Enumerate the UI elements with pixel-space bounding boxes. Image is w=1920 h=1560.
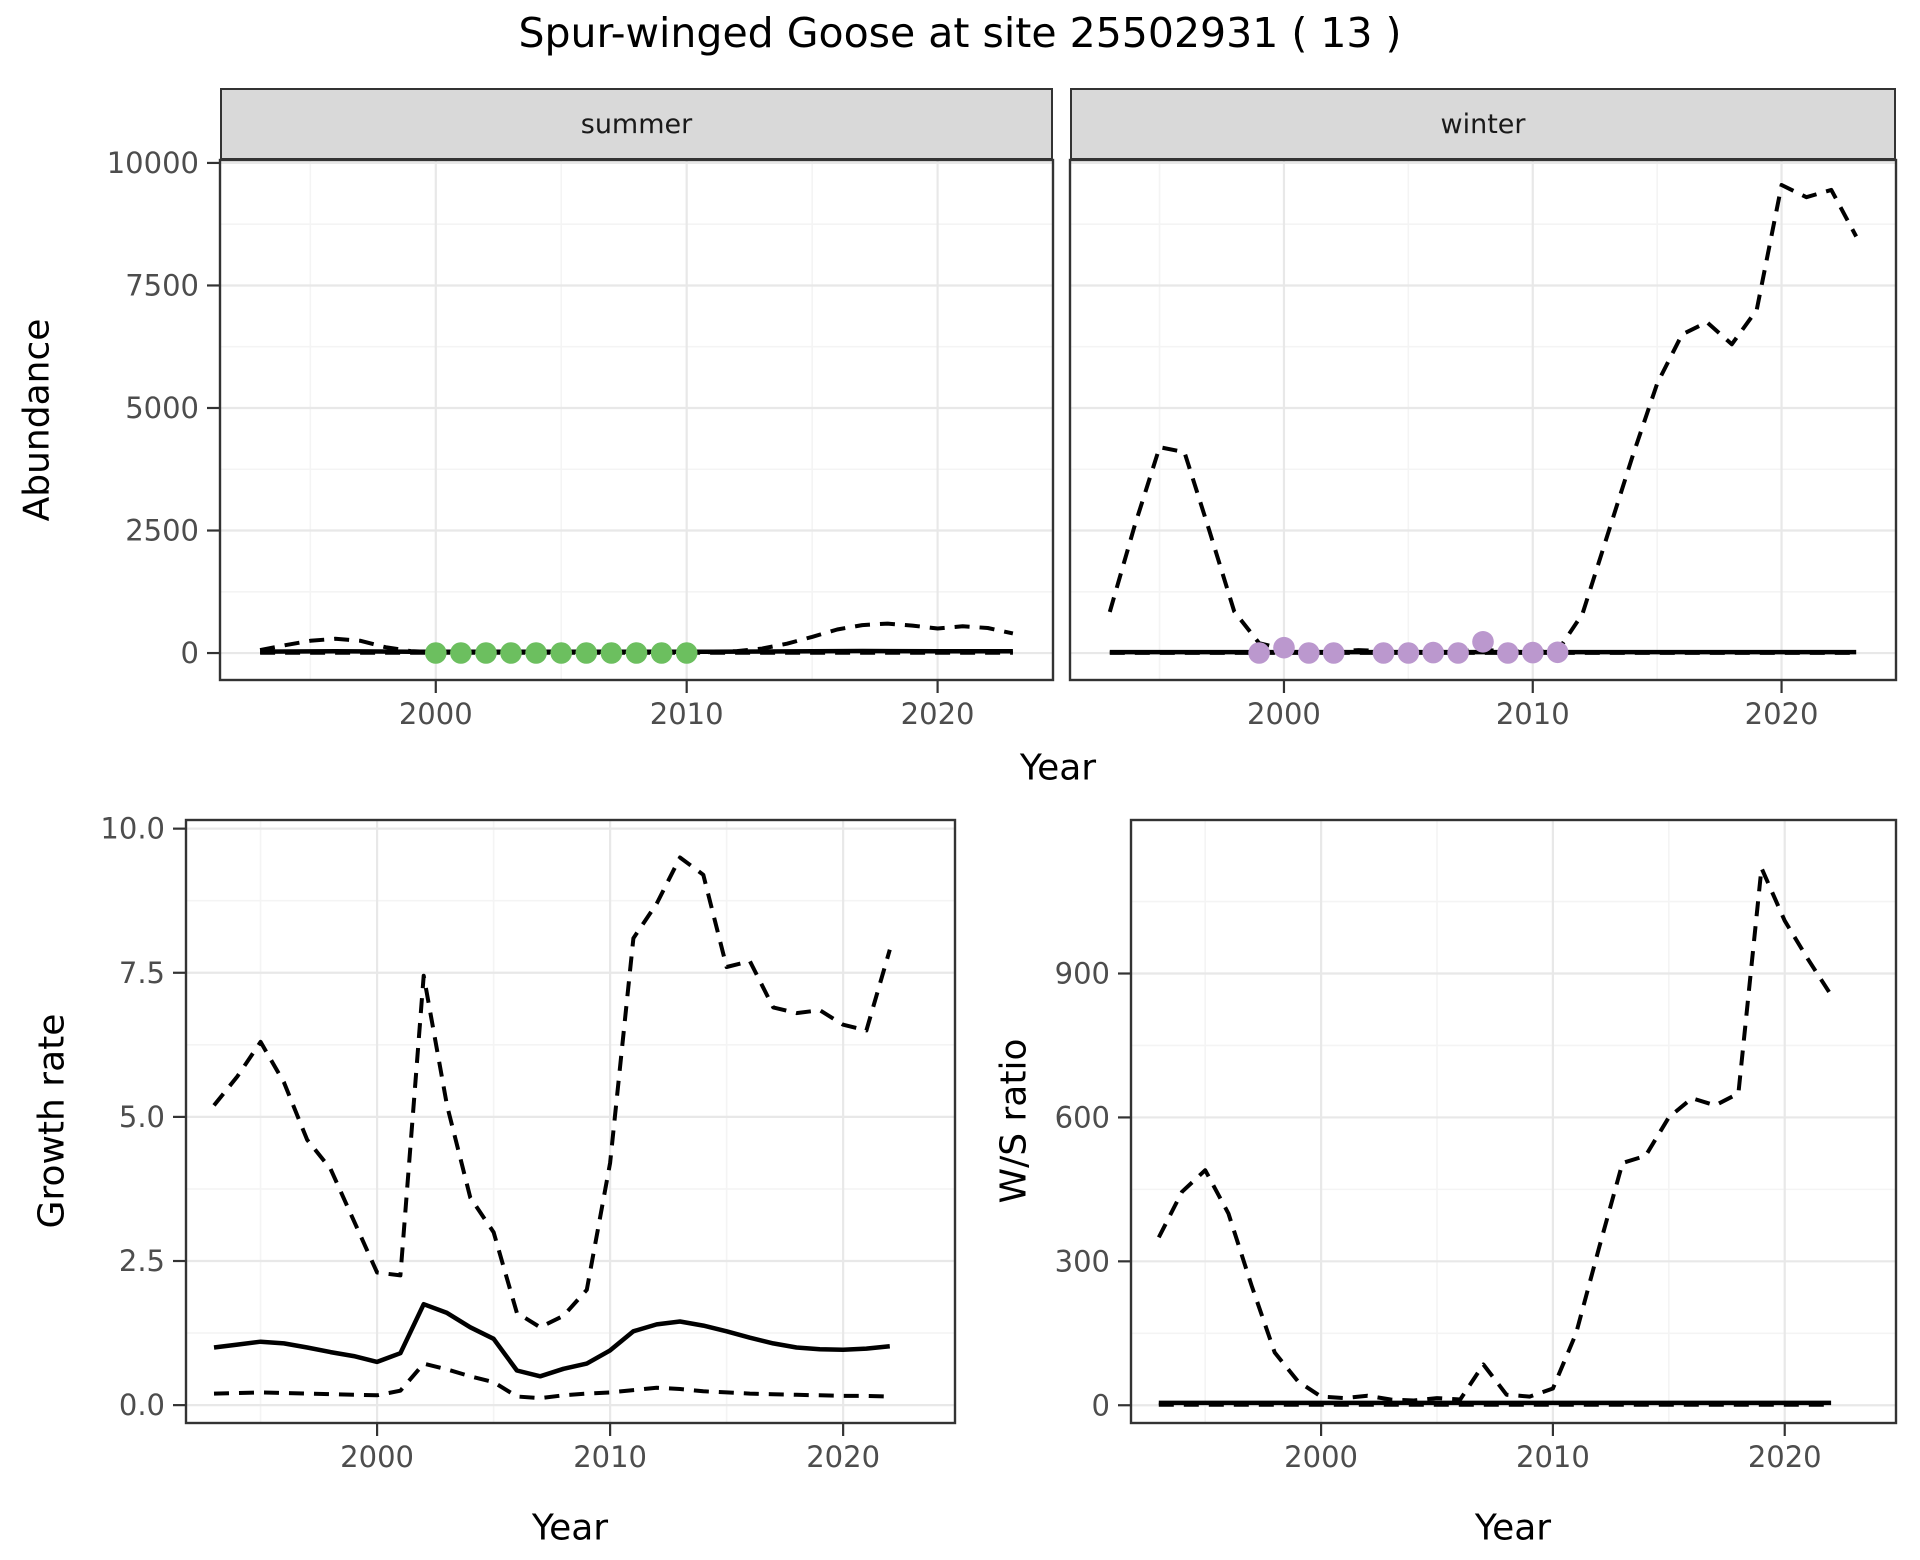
y-tick-label: 300: [1055, 1244, 1110, 1278]
x-axis-title-growth-rate: Year: [531, 1507, 609, 1549]
y-tick-label: 5.0: [119, 1100, 165, 1134]
x-axis-title-ws-ratio: Year: [1474, 1507, 1552, 1549]
observation-point-summer-counts: [450, 642, 472, 664]
x-tick-label: 2000: [1247, 697, 1321, 731]
series-lower-ci: [213, 1361, 890, 1401]
x-axis-title-top: Year: [1019, 747, 1097, 789]
plot-title: Spur-winged Goose at site 25502931 ( 13 …: [518, 9, 1402, 57]
observation-point-winter-counts: [1298, 642, 1320, 664]
observation-point-summer-counts: [600, 642, 623, 664]
panel-ws-ratio: 2000 2010 2020 0 300 600 900: [1055, 818, 1898, 1474]
y-axis-title-growth-rate: Growth rate: [31, 1013, 73, 1229]
y-tick-label: 2500: [125, 514, 199, 548]
y-tick-label: 600: [1055, 1100, 1110, 1134]
panel-growth-rate: 2000 2010 2020 0.0 2.5 5.0 7.5 10.0: [100, 812, 957, 1474]
panel-border: [1129, 818, 1898, 1425]
series-upper-ci: [212, 855, 892, 1330]
x-tick-label: 2020: [1748, 1440, 1822, 1474]
x-tick-label: 2020: [806, 1440, 880, 1474]
y-axis-title-ws-ratio: W/S ratio: [993, 1038, 1035, 1204]
x-tick-label: 2010: [650, 697, 724, 731]
x-tick-label: 2000: [340, 1440, 414, 1474]
y-tick-label: 10.0: [100, 812, 165, 846]
y-tick-label: 0: [181, 636, 199, 670]
observation-point-summer-counts: [475, 642, 497, 664]
y-tick-label: 7500: [125, 268, 199, 302]
y-tick-label: 0: [1092, 1388, 1110, 1422]
y-axis-title-abundance: Abundance: [16, 318, 58, 522]
observation-point-summer-counts: [550, 642, 572, 664]
facet-strip-winter: winter: [1070, 88, 1896, 160]
observation-point-summer-counts: [500, 642, 522, 664]
observation-point-winter-counts: [1322, 642, 1345, 664]
x-tick-label: 2020: [901, 697, 975, 731]
panel-border: [218, 158, 1055, 682]
panel-abundance-winter: 2000 2010 2020: [1068, 158, 1898, 731]
y-tick-label: 0.0: [119, 1388, 165, 1422]
x-tick-label: 2010: [573, 1440, 647, 1474]
observation-point-winter-counts: [1273, 636, 1295, 659]
x-tick-label: 2010: [1516, 1440, 1590, 1474]
observation-point-winter-counts: [1497, 642, 1519, 664]
observation-point-summer-counts: [525, 642, 547, 664]
observation-point-winter-counts: [1472, 631, 1494, 653]
observation-point-winter-counts: [1397, 642, 1420, 664]
facet-strip-label: winter: [1440, 108, 1526, 140]
panel-border: [1068, 158, 1898, 682]
y-tick-label: 7.5: [119, 956, 165, 990]
series-fit: [213, 1301, 891, 1379]
observation-point-summer-counts: [575, 642, 598, 664]
series-upper-ci: [1107, 183, 1858, 654]
x-tick-label: 2010: [1496, 697, 1570, 731]
observation-point-summer-counts: [425, 642, 447, 664]
observation-point-winter-counts: [1522, 641, 1544, 664]
panel-abundance-summer: 2000 2010 2020 0 2500 5000 7500 10000: [107, 146, 1055, 731]
panel-border: [184, 818, 957, 1425]
facet-strip-label: summer: [580, 108, 693, 140]
observation-point-winter-counts: [1372, 642, 1395, 664]
x-tick-label: 2000: [399, 697, 473, 731]
y-tick-label: 10000: [107, 146, 199, 180]
observation-point-winter-counts: [1422, 641, 1444, 664]
x-tick-label: 2000: [1284, 1440, 1358, 1474]
observation-point-summer-counts: [625, 642, 648, 664]
facet-strip-summer: summer: [220, 88, 1053, 160]
observation-point-summer-counts: [650, 642, 673, 664]
observation-point-winter-counts: [1447, 642, 1469, 664]
y-tick-label: 5000: [125, 391, 199, 425]
observation-point-winter-counts: [1248, 642, 1270, 664]
y-tick-label: 2.5: [119, 1244, 165, 1278]
y-tick-label: 900: [1055, 957, 1110, 991]
observation-point-winter-counts: [1546, 641, 1569, 664]
observation-point-summer-counts: [675, 642, 698, 664]
x-tick-label: 2020: [1745, 697, 1819, 731]
series-upper-ci: [1157, 866, 1833, 1403]
